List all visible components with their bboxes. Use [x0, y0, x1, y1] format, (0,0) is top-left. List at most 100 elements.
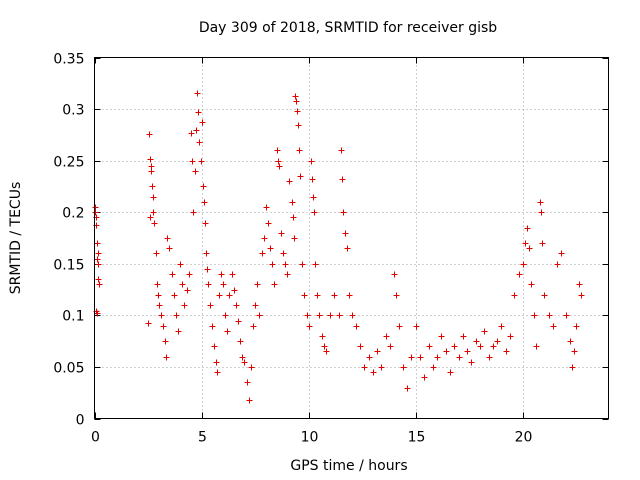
data-point [267, 245, 274, 252]
data-point [188, 130, 195, 137]
data-point [311, 209, 318, 216]
y-tick-label: 0 [76, 413, 85, 429]
data-point [378, 364, 385, 371]
plot-frame [94, 57, 609, 419]
data-point [538, 209, 545, 216]
data-point [299, 261, 306, 268]
y-axis-label: SRMTID / TECUs [8, 182, 24, 295]
data-point [179, 281, 186, 288]
data-point [95, 250, 102, 257]
data-point [147, 156, 154, 163]
data-point [237, 338, 244, 345]
data-point [321, 343, 328, 350]
data-point [149, 183, 156, 190]
data-point [181, 302, 188, 309]
data-point [349, 312, 356, 319]
data-point [153, 250, 160, 257]
data-point [516, 271, 523, 278]
data-point [396, 323, 403, 330]
x-tick-label: 20 [515, 430, 533, 446]
data-point [413, 323, 420, 330]
data-point [344, 245, 351, 252]
data-point [546, 312, 553, 319]
data-point [92, 209, 99, 216]
data-point [417, 354, 424, 361]
data-point [256, 312, 263, 319]
data-point [96, 281, 103, 288]
data-point [526, 245, 533, 252]
data-point [252, 302, 259, 309]
data-point [163, 354, 170, 361]
data-point [244, 379, 251, 386]
data-point [94, 310, 101, 317]
data-point [94, 240, 101, 247]
data-point [154, 281, 161, 288]
data-point [193, 127, 200, 134]
data-point [209, 323, 216, 330]
data-point [265, 220, 272, 227]
data-point [162, 338, 169, 345]
data-point [400, 364, 407, 371]
data-point [308, 158, 315, 165]
data-point [291, 235, 298, 242]
data-point [196, 139, 203, 146]
data-point [286, 178, 293, 185]
data-point [558, 250, 565, 257]
data-point [233, 302, 240, 309]
data-points [92, 90, 585, 404]
data-point [503, 348, 510, 355]
data-point [438, 333, 445, 340]
data-point [569, 364, 576, 371]
data-point [464, 348, 471, 355]
data-point [338, 147, 345, 154]
data-point [468, 359, 475, 366]
data-point [537, 199, 544, 206]
data-point [148, 168, 155, 175]
x-tick-label: 5 [198, 430, 207, 446]
data-point [169, 271, 176, 278]
data-point [95, 261, 102, 268]
data-point [229, 271, 236, 278]
data-point [250, 323, 257, 330]
data-point [370, 369, 377, 376]
data-point [383, 333, 390, 340]
data-point [145, 320, 152, 327]
data-point [391, 271, 398, 278]
data-point [177, 261, 184, 268]
data-point [216, 292, 223, 299]
data-point [404, 385, 411, 392]
data-point [192, 168, 199, 175]
data-point [460, 333, 467, 340]
data-point [571, 348, 578, 355]
y-tick-label: 0.2 [62, 206, 84, 222]
data-point [195, 109, 202, 116]
data-point [524, 225, 531, 232]
data-point [393, 292, 400, 299]
data-point [541, 292, 548, 299]
data-point [498, 323, 505, 330]
data-point [295, 122, 302, 129]
data-point [319, 333, 326, 340]
data-point [443, 348, 450, 355]
data-point [528, 281, 535, 288]
data-point [531, 312, 538, 319]
data-point [156, 302, 163, 309]
data-point [331, 292, 338, 299]
data-point [310, 194, 317, 201]
data-point [220, 281, 227, 288]
data-point [276, 163, 283, 170]
data-point [263, 204, 270, 211]
data-point [490, 343, 497, 350]
data-point [296, 147, 303, 154]
data-point [239, 354, 246, 361]
data-point [202, 220, 209, 227]
data-point [550, 323, 557, 330]
data-point [293, 98, 300, 105]
data-point [171, 292, 178, 299]
chart-title: Day 309 of 2018, SRMTID for receiver gis… [199, 20, 497, 36]
data-point [211, 343, 218, 350]
data-point [539, 240, 546, 247]
x-tick-label: 15 [408, 430, 426, 446]
data-point [150, 209, 157, 216]
